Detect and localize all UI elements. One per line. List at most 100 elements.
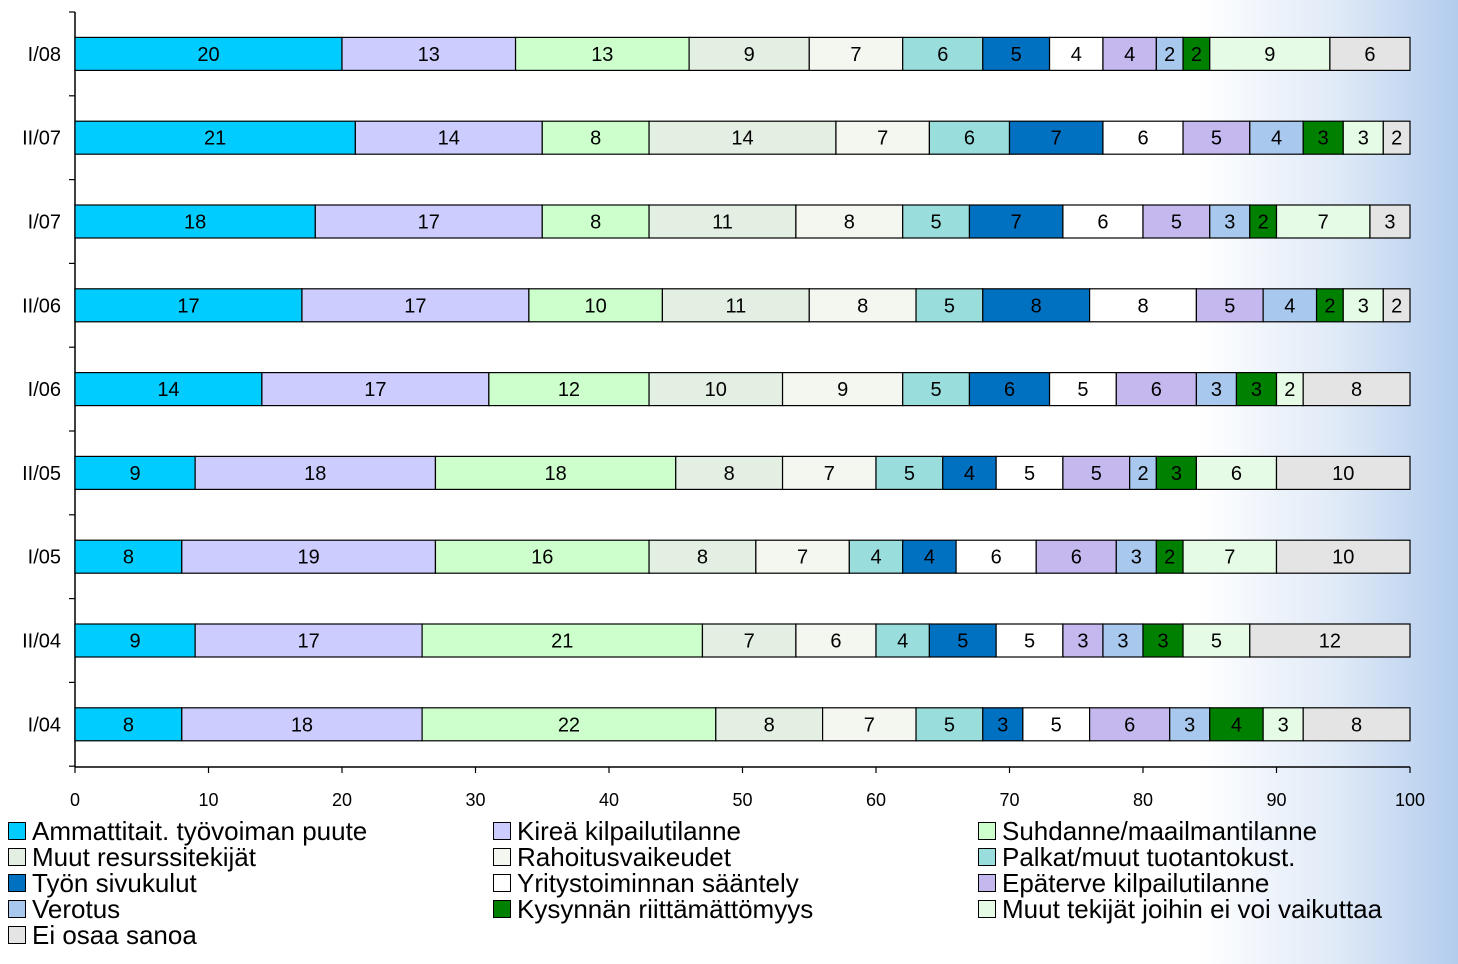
- bar-segment: [1209, 204, 1251, 239]
- data-label: 13: [418, 44, 440, 66]
- legend-swatch: [978, 848, 996, 866]
- bar-segment: [1195, 455, 1278, 490]
- data-label: 10: [705, 379, 727, 401]
- bar-segment: [1102, 120, 1184, 155]
- bar-segment: [74, 623, 196, 658]
- data-label: 3: [1211, 379, 1222, 401]
- data-label: 17: [364, 379, 386, 401]
- legend-item: Kireä kilpailutilanne: [493, 818, 978, 844]
- bar-segment: [301, 288, 530, 323]
- category-label: II/05: [22, 463, 61, 485]
- bar-segment: [1022, 707, 1091, 742]
- data-label: 12: [558, 379, 580, 401]
- legend-swatch: [8, 822, 26, 840]
- data-label: 8: [123, 714, 134, 736]
- data-label: 4: [924, 547, 935, 569]
- bar-segment: [1209, 36, 1331, 72]
- data-label: 9: [1264, 44, 1275, 66]
- bar-segment: [1262, 707, 1304, 742]
- bar-segment: [928, 120, 1011, 155]
- bar-segment: [1182, 539, 1278, 574]
- bar-segment: [1275, 455, 1411, 490]
- data-label: 2: [1164, 44, 1175, 66]
- bar-segment: [1302, 707, 1411, 742]
- bar-segment: [982, 36, 1051, 72]
- data-label: 7: [1318, 212, 1329, 234]
- data-label: 2: [1391, 295, 1402, 317]
- bar-segment: [341, 36, 517, 72]
- data-label: 5: [931, 379, 942, 401]
- bar-segment: [955, 539, 1037, 574]
- data-label: 4: [897, 631, 908, 653]
- data-label: 3: [1358, 295, 1369, 317]
- category-label: I/04: [28, 714, 61, 736]
- data-label: 5: [944, 295, 955, 317]
- bar-segment: [795, 623, 877, 658]
- bar-segment: [795, 204, 904, 239]
- bar-segment: [74, 36, 343, 72]
- bar-segment: [995, 623, 1064, 658]
- data-label: 6: [991, 547, 1002, 569]
- data-label: 5: [1171, 212, 1182, 234]
- data-label: 2: [1391, 128, 1402, 150]
- data-label: 9: [130, 463, 141, 485]
- data-label: 8: [590, 212, 601, 234]
- bar-segment: [902, 204, 971, 239]
- bar-segment: [928, 623, 997, 658]
- data-label: 4: [964, 463, 975, 485]
- data-label: 3: [1278, 714, 1289, 736]
- data-label: 12: [1319, 631, 1341, 653]
- bar-segment: [648, 120, 837, 155]
- bar-segment: [514, 36, 690, 72]
- bar-segment: [1142, 204, 1211, 239]
- bar-segment: [354, 120, 543, 155]
- bar-segment: [781, 455, 877, 490]
- bar-segment: [875, 455, 944, 490]
- bar-segment: [181, 707, 423, 742]
- bar-segment: [1129, 455, 1157, 490]
- x-tick-label: 40: [599, 790, 619, 810]
- bar-segment: [1115, 372, 1198, 407]
- bar-segment: [261, 372, 490, 407]
- data-label: 8: [857, 295, 868, 317]
- data-label: 6: [1124, 714, 1135, 736]
- data-label: 8: [1137, 295, 1148, 317]
- bar-segment: [995, 455, 1064, 490]
- data-label: 10: [1332, 547, 1354, 569]
- bar-segment: [1182, 120, 1251, 155]
- bar-segment: [1182, 623, 1251, 658]
- data-label: 3: [1384, 212, 1395, 234]
- data-label: 21: [204, 128, 226, 150]
- legend-label: Muut resurssitekijät: [32, 842, 256, 872]
- data-label: 3: [1318, 128, 1329, 150]
- data-label: 3: [1251, 379, 1262, 401]
- bar-segment: [1342, 120, 1384, 155]
- data-label: 11: [725, 295, 746, 317]
- bar-segment: [808, 288, 917, 323]
- bar-segment: [1142, 623, 1184, 658]
- data-label: 14: [438, 128, 460, 150]
- bar-segment: [915, 707, 984, 742]
- legend-swatch: [978, 900, 996, 918]
- data-label: 4: [1284, 295, 1295, 317]
- bar-segment: [74, 539, 183, 574]
- bar-segment: [875, 623, 931, 658]
- bar-segment: [434, 455, 677, 490]
- legend-item: Yritystoiminnan sääntely: [493, 870, 978, 896]
- category-label: I/06: [28, 379, 61, 401]
- bar-segment: [1088, 707, 1171, 742]
- bar-segment: [821, 707, 917, 742]
- bar-segment: [1315, 288, 1344, 323]
- data-label: 7: [824, 463, 835, 485]
- data-label: 19: [298, 547, 320, 569]
- x-tick-label: 30: [465, 790, 485, 810]
- data-label: 10: [1332, 463, 1354, 485]
- legend-label: Epäterve kilpailutilanne: [1002, 868, 1270, 898]
- data-label: 6: [1004, 379, 1015, 401]
- data-label: 16: [531, 547, 553, 569]
- legend-item: Suhdanne/maailmantilanne: [978, 818, 1458, 844]
- bar-segment: [1329, 36, 1411, 72]
- legend-item: Ei osaa sanoa: [8, 922, 493, 948]
- bar-segment: [1342, 288, 1384, 323]
